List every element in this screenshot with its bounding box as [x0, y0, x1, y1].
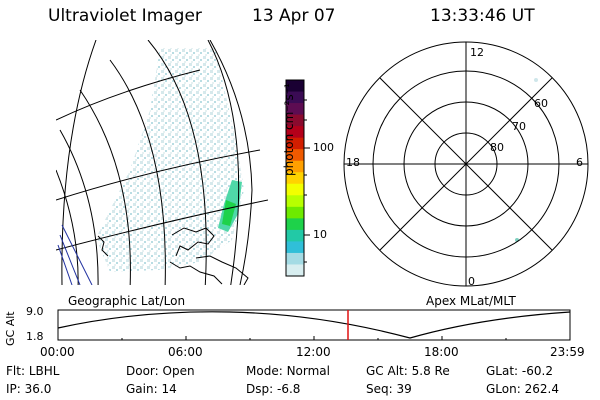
- polar-lat-70: 70: [512, 120, 526, 133]
- info-ip: IP: 36.0: [6, 382, 52, 396]
- altitude-curve: [57, 311, 571, 339]
- time-tick-2359: 23:59: [550, 345, 585, 359]
- colorbar-cell: [286, 149, 304, 162]
- time-tick-1800: 18:00: [424, 345, 459, 359]
- app-title: Ultraviolet Imager: [48, 6, 202, 26]
- altitude-xticks: [121, 336, 507, 340]
- info-flt: Flt: LBHL: [6, 364, 60, 378]
- altitude-ymax: 9.0: [26, 305, 44, 318]
- info-dsp: Dsp: -6.8: [246, 382, 301, 396]
- time-tick-0000: 00:00: [40, 345, 75, 359]
- coastlines: [97, 227, 249, 285]
- colorbar-cell: [286, 160, 304, 173]
- colorbar-cell: [286, 137, 304, 150]
- colorbar-cells: [286, 80, 304, 277]
- latitude-lines: [56, 69, 268, 251]
- altitude-ymin: 1.8: [26, 330, 44, 343]
- polar-lat-60: 60: [534, 97, 548, 110]
- info-glat: GLat: -60.2: [486, 364, 553, 378]
- polar-hour-0: 0: [468, 275, 475, 288]
- observation-date: 13 Apr 07: [252, 6, 336, 26]
- colorbar-cell: [286, 80, 304, 93]
- colorbar: [285, 79, 310, 277]
- info-gc-alt: GC Alt: 5.8 Re: [366, 364, 450, 378]
- polar-hour-12: 12: [470, 46, 484, 59]
- info-seq: Seq: 39: [366, 382, 412, 396]
- colorbar-tick-10: 10: [313, 228, 327, 241]
- polar-lat-80: 80: [490, 141, 504, 154]
- colorbar-cell: [286, 103, 304, 116]
- colorbar-cell: [286, 195, 304, 208]
- colorbar-cell: [286, 126, 304, 139]
- info-glon: GLon: 262.4: [486, 382, 559, 396]
- colorbar-cell: [286, 206, 304, 219]
- colorbar-cell: [286, 218, 304, 231]
- aurora-bright-core: [222, 200, 236, 226]
- colorbar-cell: [286, 264, 304, 277]
- observation-time: 13:33:46 UT: [430, 6, 535, 26]
- time-tick-1200: 12:00: [296, 345, 331, 359]
- colorbar-ticks: [304, 99, 310, 263]
- polar-spokes: [344, 42, 588, 286]
- geographic-map: [56, 40, 268, 285]
- info-mode: Mode: Normal: [246, 364, 330, 378]
- earth-limb: [61, 40, 97, 285]
- terminator-lines: [57, 224, 93, 285]
- colorbar-cell: [286, 172, 304, 185]
- time-tick-0600: 06:00: [168, 345, 203, 359]
- geographic-label: Geographic Lat/Lon: [68, 294, 186, 308]
- colorbar-cell: [286, 252, 304, 266]
- polar-hour-18: 18: [346, 156, 360, 169]
- colorbar-cell: [286, 91, 304, 104]
- polar-plot: [343, 41, 589, 287]
- apex-label: Apex MLat/MLT: [426, 294, 516, 308]
- colorbar-unit-label: photon cm⁻²s⁻¹: [282, 83, 296, 176]
- info-gain: Gain: 14: [126, 382, 177, 396]
- info-door: Door: Open: [126, 364, 195, 378]
- colorbar-tick-100: 100: [313, 141, 334, 154]
- longitude-lines: [56, 40, 240, 285]
- altitude-plot: [57, 309, 571, 341]
- altitude-axis-label: GC Alt: [4, 311, 17, 346]
- colorbar-cell: [286, 114, 304, 127]
- colorbar-cell: [286, 241, 304, 254]
- colorbar-cell: [286, 183, 304, 196]
- aurora-glow-region: [96, 48, 244, 272]
- colorbar-cell: [286, 229, 304, 243]
- polar-hour-6: 6: [576, 156, 583, 169]
